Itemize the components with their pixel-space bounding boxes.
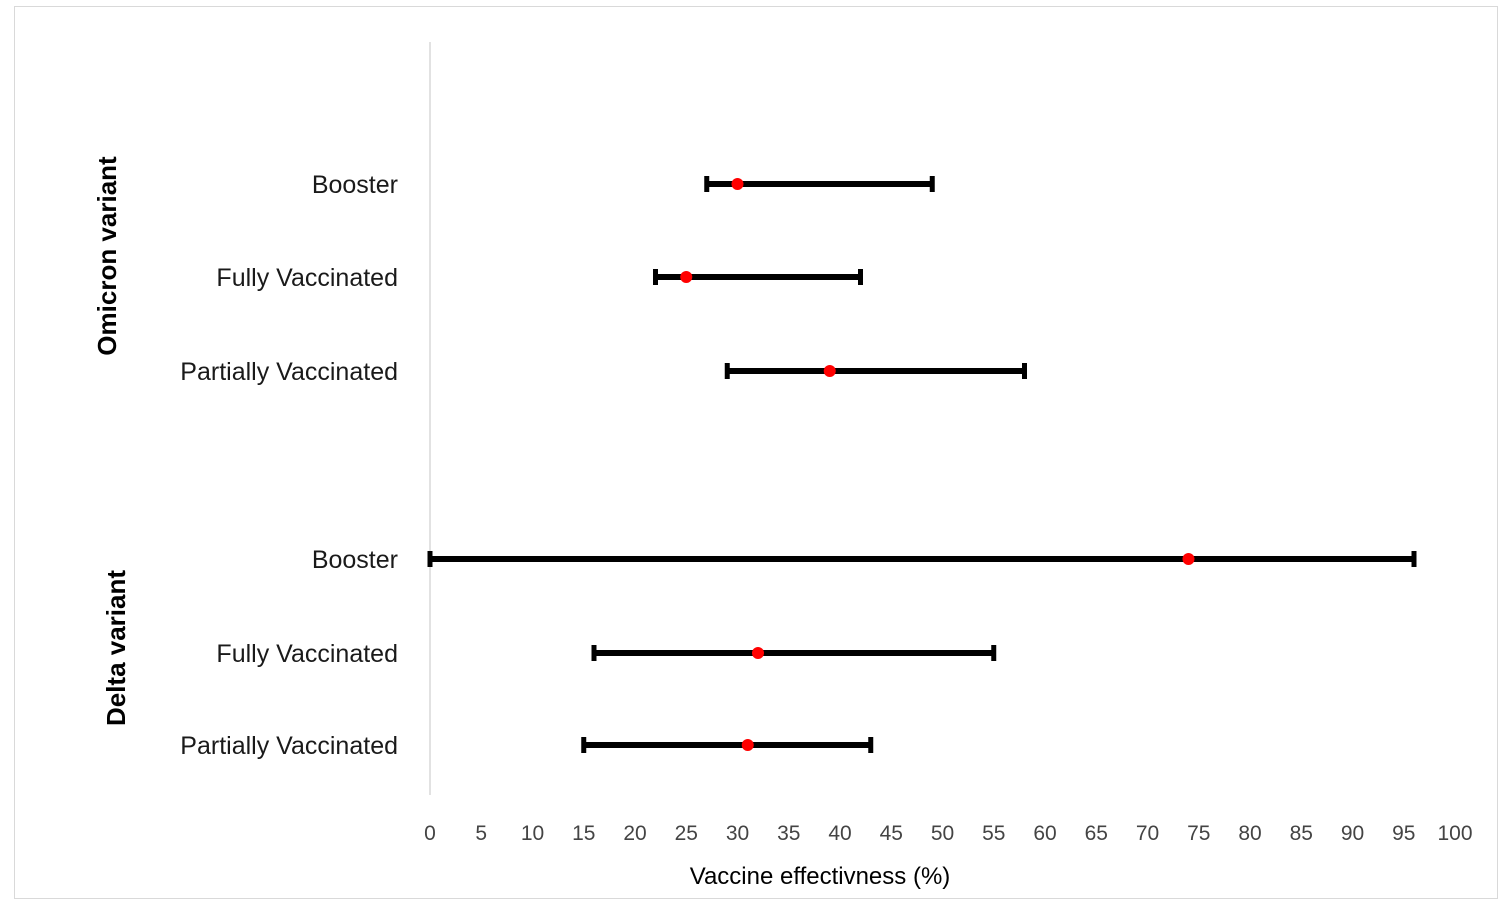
x-tick-label: 90 (1341, 822, 1364, 845)
x-tick-label: 100 (1437, 822, 1472, 845)
point-estimate (731, 178, 744, 190)
x-tick-label: 85 (1290, 822, 1313, 845)
row-label: Booster (312, 546, 398, 574)
chart-frame (14, 6, 1498, 899)
group-label: Omicron variant (92, 156, 122, 356)
row-label: Fully Vaccinated (216, 640, 398, 668)
x-tick-label: 20 (623, 822, 646, 845)
x-tick-label: 75 (1187, 822, 1210, 845)
row-label: Fully Vaccinated (216, 264, 398, 292)
point-estimate (741, 739, 754, 751)
x-tick-label: 70 (1136, 822, 1159, 845)
x-tick-label: 35 (777, 822, 800, 845)
row-label: Booster (312, 171, 398, 199)
x-tick-label: 40 (828, 822, 851, 845)
group-label: Delta variant (101, 570, 131, 726)
point-estimate (752, 647, 764, 659)
x-tick-label: 15 (572, 822, 595, 845)
x-tick-label: 30 (726, 822, 749, 845)
x-tick-label: 95 (1392, 822, 1415, 845)
x-tick-label: 80 (1238, 822, 1261, 845)
x-tick-label: 45 (880, 822, 903, 845)
x-tick-label: 55 (982, 822, 1005, 845)
point-estimate (680, 271, 693, 283)
point-estimate (1182, 553, 1195, 565)
x-tick-label: 0 (424, 822, 436, 845)
x-tick-label: 65 (1085, 822, 1108, 845)
row-label: Partially Vaccinated (180, 358, 398, 386)
x-tick-label: 50 (931, 822, 954, 845)
row-label: Partially Vaccinated (180, 732, 398, 760)
x-tick-label: 25 (675, 822, 698, 845)
x-axis-title: Vaccine effectivness (%) (690, 863, 951, 890)
x-tick-label: 10 (521, 822, 544, 845)
point-estimate (823, 365, 836, 377)
x-tick-label: 60 (1033, 822, 1056, 845)
x-tick-label: 5 (475, 822, 487, 845)
